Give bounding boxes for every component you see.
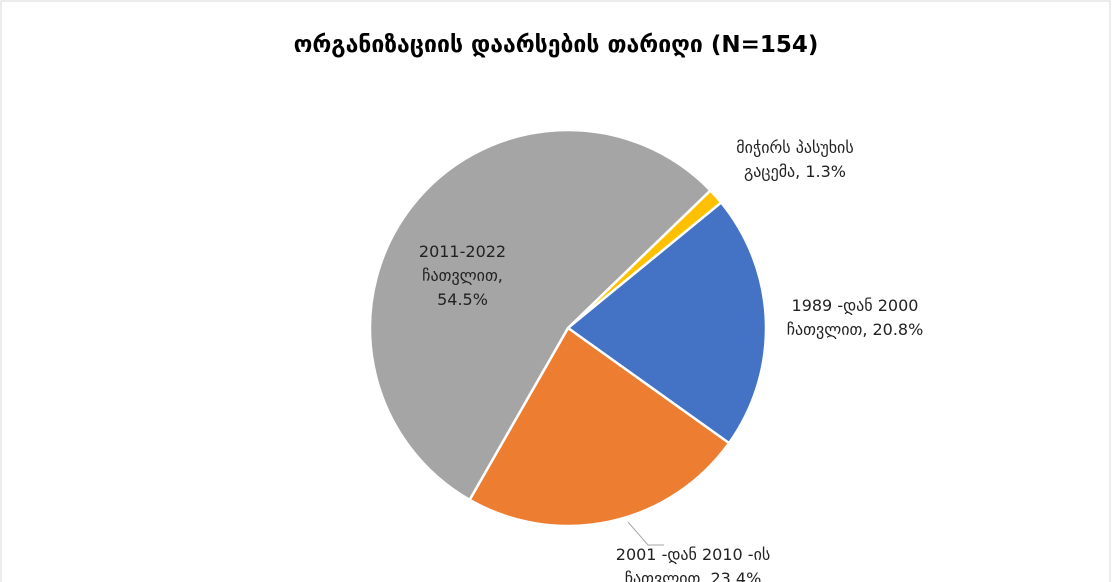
category-label: მიჭირს პასუხის გაცემა [736,138,854,181]
value-label: 54.5% [437,290,488,309]
label-separator: , [795,162,806,181]
data-label: 2011-2022 ჩათვლით, 54.5% [400,240,525,312]
label-separator: , [862,320,873,339]
label-separator: , [700,569,711,582]
pie-slice [368,128,713,502]
data-label: 1989 -დან 2000 ჩათვლით, 20.8% [755,294,955,342]
data-label: 2001 -დან 2010 -ის ჩათვლით, 23.4% [583,543,803,582]
category-label: 2011-2022 ჩათვლით [418,242,507,285]
category-label: 1989 -დან 2000 ჩათვლით [786,296,919,339]
value-label: 1.3% [805,162,846,181]
value-label: 23.4% [710,569,762,582]
data-label: მიჭირს პასუხის გაცემა, 1.3% [710,136,880,184]
category-label: 2001 -დან 2010 -ის ჩათვლით [615,545,771,582]
label-separator: , [497,266,503,285]
leader-line [627,521,664,546]
pie-slice [467,326,731,528]
pie-slice [565,200,768,445]
chart-title: ორგანიზაციის დაარსების თარიღი (N=154) [293,32,819,58]
value-label: 20.8% [872,320,924,339]
